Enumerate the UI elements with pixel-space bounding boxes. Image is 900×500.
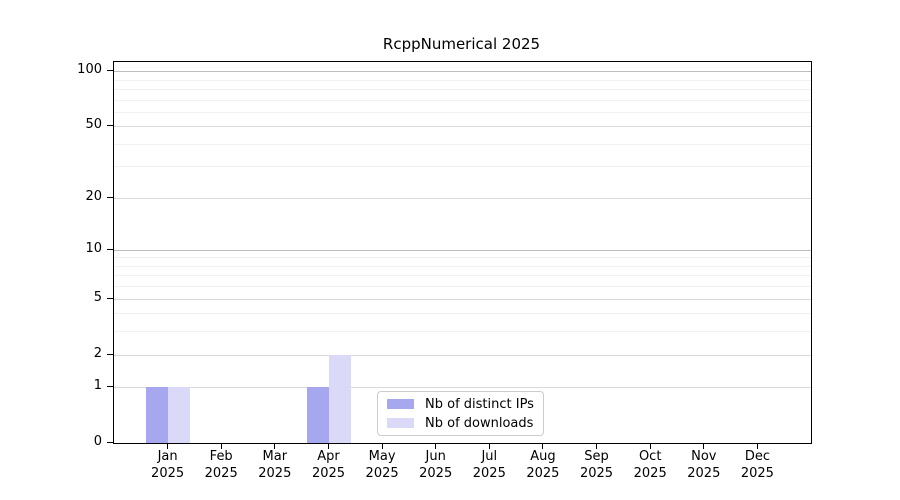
bar-distinct-ips-jan bbox=[145, 387, 168, 443]
x-tick-mark bbox=[167, 444, 169, 449]
x-tick-label-jan: Jan 2025 bbox=[151, 449, 185, 481]
x-tick-label-jul: Jul 2025 bbox=[472, 449, 506, 481]
y-tick-mark bbox=[107, 196, 113, 198]
x-tick-mark bbox=[328, 444, 329, 449]
x-tick-mark bbox=[542, 444, 544, 449]
x-tick-mark bbox=[488, 444, 490, 449]
y-tick-mark bbox=[107, 297, 113, 299]
legend-label-downloads: Nb of downloads bbox=[425, 415, 534, 431]
minor-gridline bbox=[114, 166, 811, 168]
minor-gridline bbox=[114, 265, 811, 267]
x-tick-mark bbox=[649, 444, 651, 449]
bar-downloads-apr bbox=[328, 354, 351, 443]
y-tick-mark bbox=[107, 248, 113, 250]
x-tick-mark bbox=[435, 444, 437, 449]
minor-gridline bbox=[114, 286, 811, 288]
minor-gridline bbox=[114, 143, 811, 145]
y-tick-label: 2 bbox=[93, 345, 102, 361]
x-tick-label-aug: Aug 2025 bbox=[526, 449, 560, 481]
y-tick-mark bbox=[107, 353, 113, 355]
legend-swatch-distinct-ips bbox=[387, 399, 414, 409]
y-tick-mark bbox=[107, 125, 113, 127]
x-tick-label-feb: Feb 2025 bbox=[204, 449, 238, 481]
plot-area bbox=[113, 61, 812, 444]
minor-gridline bbox=[114, 88, 811, 90]
major-gridline bbox=[114, 71, 811, 72]
x-tick-label-oct: Oct 2025 bbox=[633, 449, 667, 481]
x-tick-label-jun: Jun 2025 bbox=[419, 449, 453, 481]
minor-gridline bbox=[114, 79, 811, 81]
major-gridline bbox=[114, 249, 811, 251]
y-tick-label: 10 bbox=[85, 240, 102, 256]
major-gridline bbox=[114, 387, 811, 389]
legend-item-distinct-ips: Nb of distinct IPs bbox=[387, 397, 535, 412]
x-tick-mark bbox=[381, 444, 383, 449]
x-tick-label-sep: Sep 2025 bbox=[579, 449, 614, 481]
y-tick-mark bbox=[107, 70, 113, 71]
minor-gridline bbox=[114, 275, 811, 277]
x-tick-label-dec: Dec 2025 bbox=[740, 449, 774, 481]
chart-title: RcppNumerical 2025 bbox=[382, 35, 541, 53]
minor-gridline bbox=[114, 99, 811, 101]
x-tick-mark bbox=[756, 444, 758, 449]
x-tick-label-nov: Nov 2025 bbox=[687, 449, 721, 481]
x-tick-mark bbox=[596, 444, 597, 449]
bar-downloads-jan bbox=[167, 387, 190, 443]
legend-label-distinct-ips: Nb of distinct IPs bbox=[425, 396, 534, 412]
bar-distinct-ips-apr bbox=[306, 387, 329, 443]
minor-gridline bbox=[114, 111, 811, 113]
x-tick-mark bbox=[220, 444, 222, 449]
major-gridline bbox=[114, 126, 811, 128]
major-gridline bbox=[114, 197, 811, 199]
legend-item-downloads: Nb of downloads bbox=[387, 416, 535, 431]
x-tick-label-mar: Mar 2025 bbox=[258, 449, 292, 481]
y-tick-label: 100 bbox=[77, 62, 102, 77]
y-tick-mark bbox=[107, 386, 113, 388]
y-tick-label: 20 bbox=[85, 188, 102, 204]
x-tick-label-may: May 2025 bbox=[365, 449, 399, 481]
major-gridline bbox=[114, 354, 811, 356]
minor-gridline bbox=[114, 257, 811, 259]
legend: Nb of distinct IPs Nb of downloads bbox=[377, 391, 544, 436]
x-tick-mark bbox=[274, 444, 276, 449]
major-gridline bbox=[114, 298, 811, 300]
minor-gridline bbox=[114, 331, 811, 333]
y-tick-mark bbox=[107, 442, 113, 443]
y-tick-label: 50 bbox=[85, 117, 102, 133]
y-tick-label: 1 bbox=[93, 378, 102, 394]
y-tick-label: 5 bbox=[93, 289, 102, 305]
y-tick-label: 0 bbox=[93, 434, 102, 449]
x-tick-mark bbox=[703, 444, 705, 449]
x-tick-label-apr: Apr 2025 bbox=[311, 449, 346, 481]
legend-swatch-downloads bbox=[387, 418, 414, 428]
minor-gridline bbox=[114, 313, 811, 315]
